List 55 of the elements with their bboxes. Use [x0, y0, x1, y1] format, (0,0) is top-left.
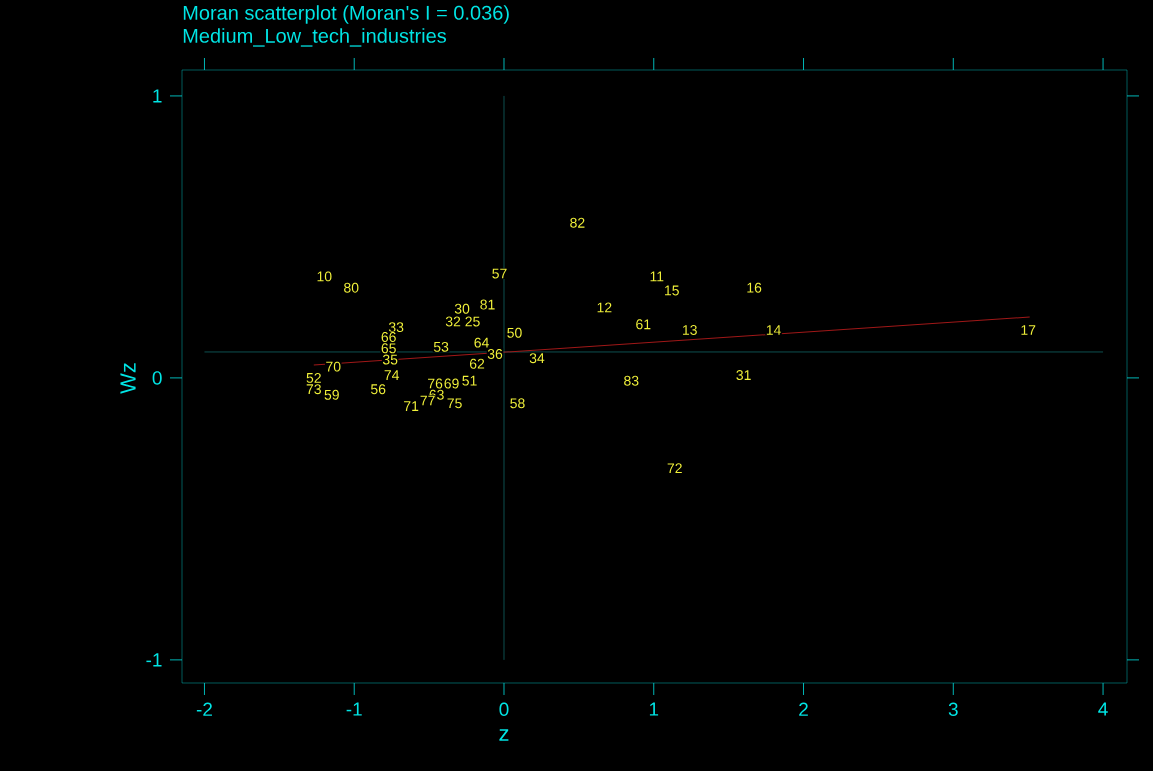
annotation: 82 [570, 217, 585, 228]
annotation: 34 [529, 353, 545, 364]
annotation: 62 [469, 358, 485, 369]
x-tick-label: 0 [499, 702, 509, 716]
annotation: 17 [1021, 325, 1036, 335]
x-tick-label: 3 [948, 702, 958, 716]
annotation: 61 [636, 319, 651, 330]
annotation: 53 [433, 341, 449, 352]
x-axis-title: z [499, 729, 509, 741]
annotation: 73 [306, 384, 321, 395]
annotation: 83 [624, 375, 639, 386]
annotation: 80 [344, 282, 359, 293]
x-tick-label: -1 [346, 702, 362, 716]
annotation: 30 [454, 303, 470, 314]
annotation: 74 [384, 370, 400, 380]
y-tick-label: 0 [152, 371, 162, 385]
x-tick-label: 4 [1098, 702, 1108, 716]
annotation: 76 [428, 378, 443, 389]
annotation: 51 [462, 375, 477, 386]
annotation: 81 [480, 299, 495, 310]
annotation: 75 [447, 398, 462, 409]
annotation: 65 [381, 343, 396, 354]
annotation: 33 [388, 322, 404, 333]
annotation: 70 [326, 361, 341, 372]
annotation: 31 [736, 370, 751, 381]
annotation: 71 [404, 401, 419, 411]
annotation: 11 [650, 271, 664, 282]
annotation: 56 [370, 384, 386, 395]
annotation: 57 [492, 268, 507, 279]
x-tick-label: -2 [196, 702, 212, 716]
x-tick-label: 1 [649, 702, 659, 716]
annotation: 25 [465, 316, 480, 327]
annotation: 59 [324, 389, 339, 400]
annotation: 32 [445, 316, 461, 327]
y-tick-label: -1 [146, 653, 162, 667]
annotation: 64 [474, 337, 489, 348]
annotation: 15 [665, 285, 679, 296]
annotation: 66 [381, 332, 396, 342]
annotation: 36 [487, 348, 503, 359]
x-tick-label: 2 [799, 702, 808, 716]
annotation: 13 [682, 325, 697, 335]
annotation: 72 [667, 463, 682, 474]
annotation: 69 [444, 378, 459, 389]
annotation: 12 [597, 302, 612, 313]
annotation: 16 [747, 282, 762, 293]
y-axis-title: Wz [120, 363, 136, 394]
annotation: 10 [317, 271, 332, 282]
annotation: 35 [382, 354, 398, 365]
annotation: 14 [766, 325, 781, 335]
chart-title: Moran scatterplot (Moran's I = 0.036) [183, 5, 509, 24]
annotation: 58 [510, 398, 525, 409]
annotation: 52 [306, 372, 321, 383]
chart-subtitle: Medium_Low_tech_industries [183, 28, 447, 47]
annotation: 50 [507, 327, 522, 338]
y-tick-label: 1 [153, 89, 162, 103]
